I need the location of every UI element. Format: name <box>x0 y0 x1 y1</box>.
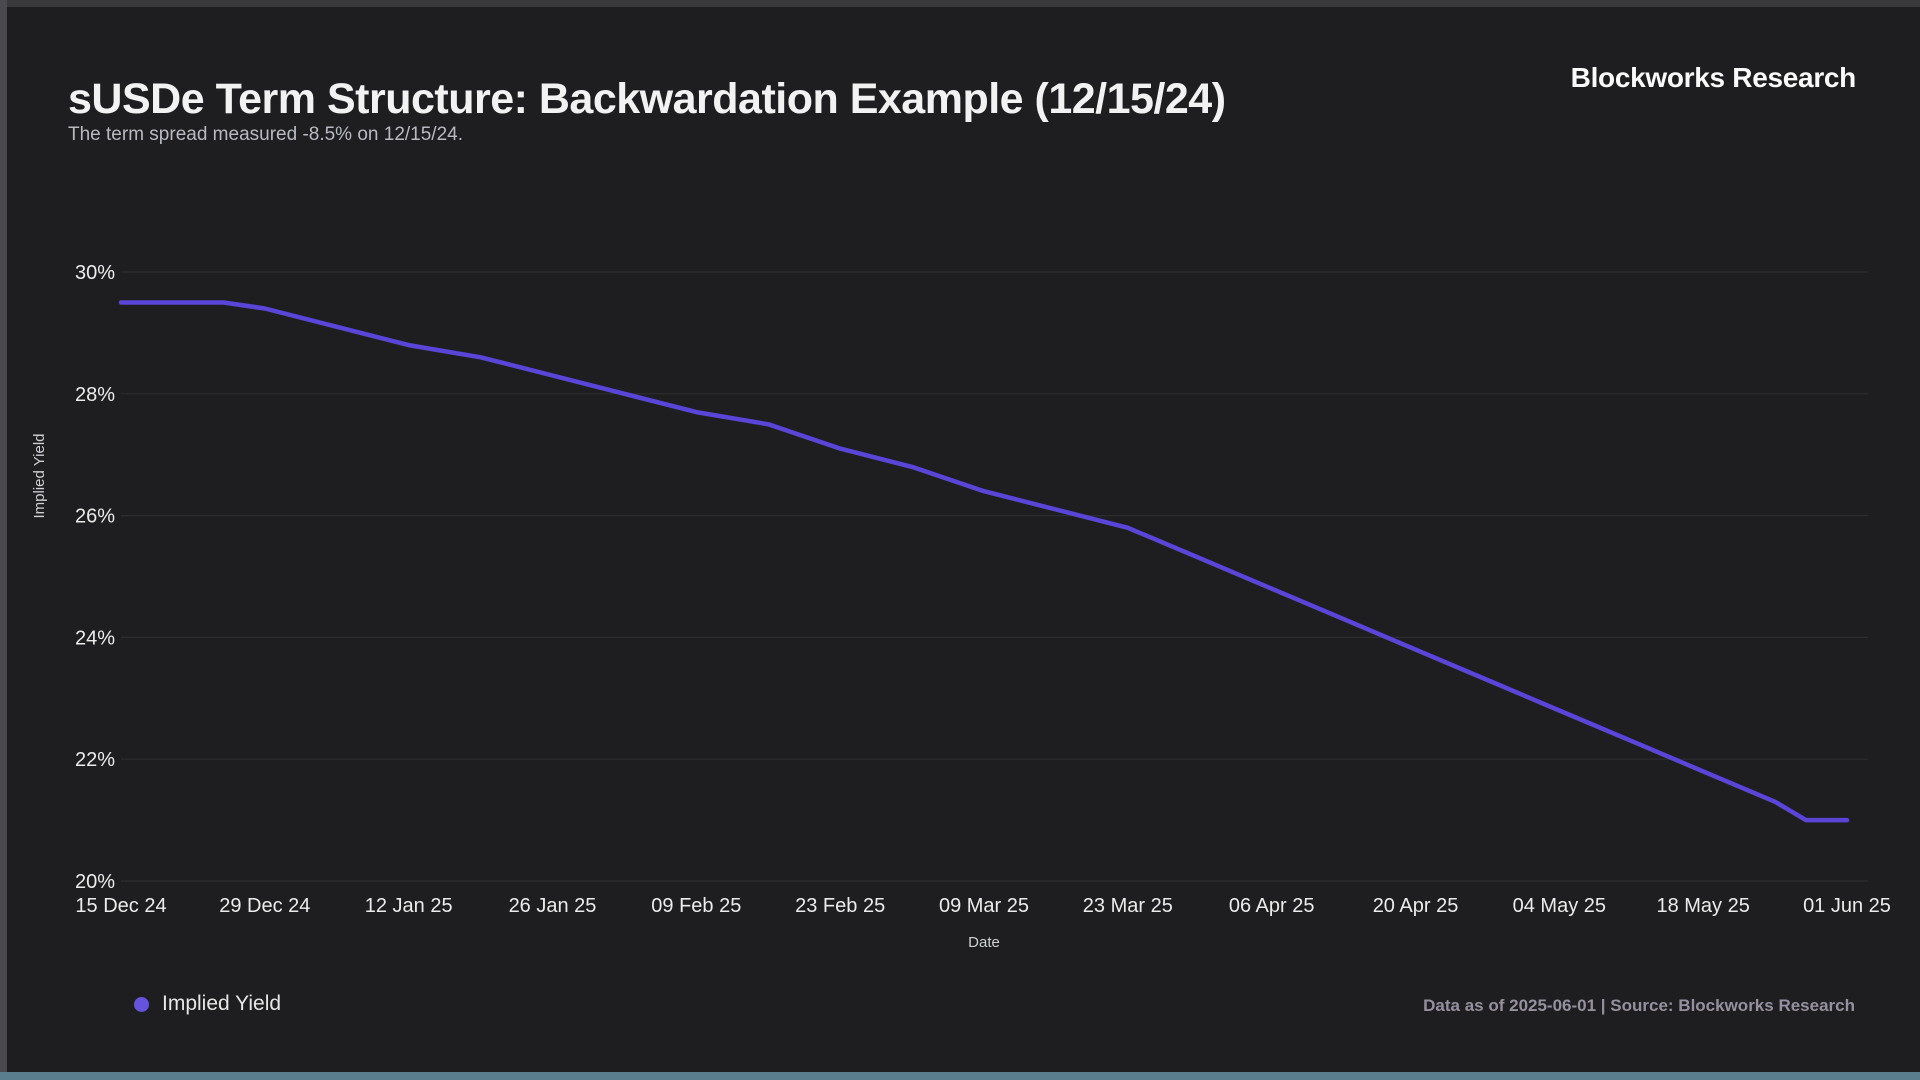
source-attribution: Data as of 2025-06-01 | Source: Blockwor… <box>1423 996 1855 1015</box>
y-tick-label: 28% <box>75 384 115 406</box>
x-tick-label: 12 Jan 25 <box>365 895 453 917</box>
x-tick-label: 06 Apr 25 <box>1229 895 1315 917</box>
y-tick-label: 26% <box>75 506 115 528</box>
chart-title: sUSDe Term Structure: Backwardation Exam… <box>68 74 1226 123</box>
legend: Implied Yield <box>134 992 281 1016</box>
y-axis-title: Implied Yield <box>31 433 48 518</box>
y-tick-label: 22% <box>75 749 115 771</box>
x-tick-label: 26 Jan 25 <box>509 895 597 917</box>
chart-subtitle: The term spread measured -8.5% on 12/15/… <box>68 124 464 145</box>
x-tick-label: 29 Dec 24 <box>219 895 310 917</box>
legend-series-label: Implied Yield <box>162 992 282 1015</box>
y-tick-label: 20% <box>75 871 115 893</box>
blockworks-research-logo: Blockworks Research <box>1570 62 1857 93</box>
x-tick-label: 20 Apr 25 <box>1373 895 1459 917</box>
bottom-accent-bar <box>0 1072 1920 1080</box>
x-axis-title: Date <box>968 934 1000 951</box>
x-tick-label: 18 May 25 <box>1656 895 1749 917</box>
x-tick-label: 09 Mar 25 <box>939 895 1029 917</box>
page-edge-left <box>0 0 7 1073</box>
x-tick-label: 15 Dec 24 <box>75 895 166 917</box>
x-tick-label: 23 Mar 25 <box>1083 895 1173 917</box>
y-tick-label: 24% <box>75 627 115 649</box>
legend-dot-icon <box>134 996 149 1012</box>
x-tick-label: 09 Feb 25 <box>651 895 741 917</box>
x-tick-label: 01 Jun 25 <box>1803 895 1891 917</box>
x-tick-label: 04 May 25 <box>1513 895 1606 917</box>
y-tick-label: 30% <box>75 262 115 284</box>
implied-yield-line <box>118 300 1850 823</box>
page-edge-top <box>0 0 1920 7</box>
x-tick-label: 23 Feb 25 <box>795 895 885 917</box>
